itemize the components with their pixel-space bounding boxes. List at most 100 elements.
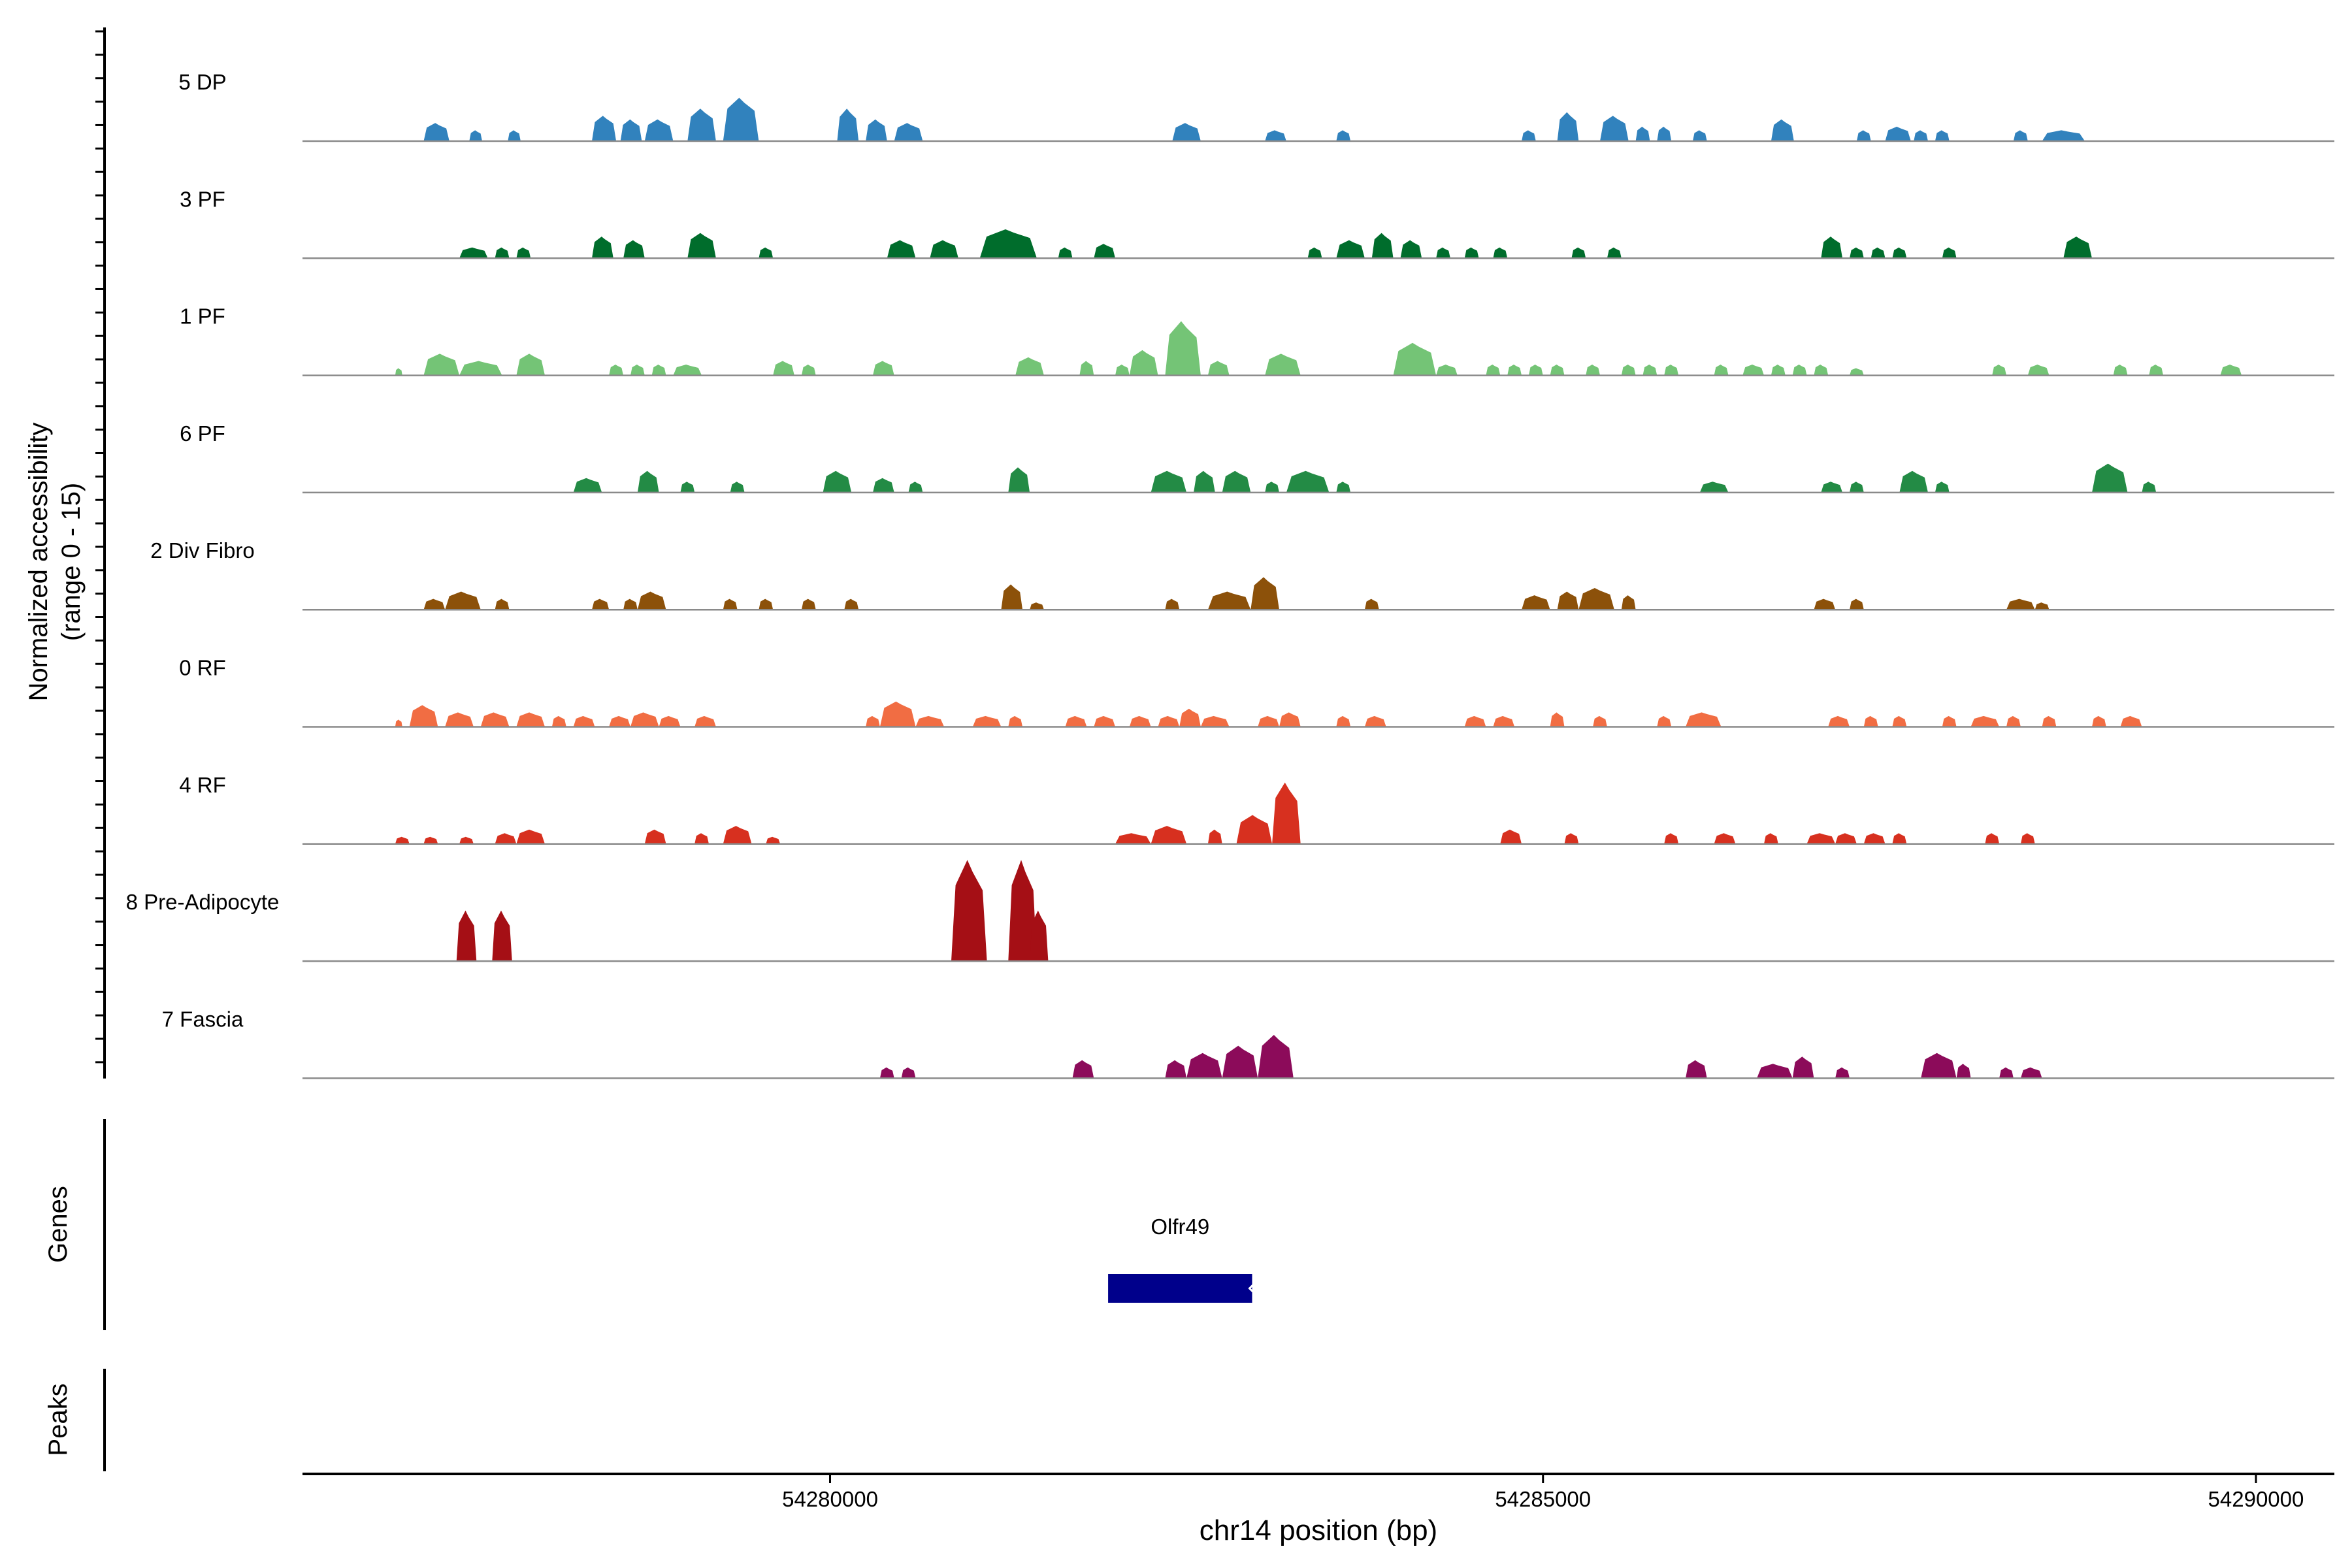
genes-panel: Olfr49 (1108, 1215, 1258, 1303)
coverage-peak (423, 598, 446, 610)
coverage-peak (459, 361, 502, 376)
coverage-peak (1935, 482, 1950, 493)
coverage-peak (2034, 602, 2050, 610)
coverage-peak (1258, 1035, 1294, 1079)
coverage-peak (873, 361, 894, 376)
coverage-peak (1371, 233, 1394, 259)
coverage-peak (1956, 1064, 1971, 1079)
coverage-peak (644, 829, 666, 844)
coverage-peak (2063, 237, 2092, 259)
coverage-peak (1828, 715, 1850, 727)
coverage-peak (1664, 833, 1679, 844)
coverage-peak (1850, 368, 1864, 376)
track-4: 6 PF (180, 421, 2334, 494)
x-tick-label: 54290000 (2208, 1487, 2304, 1511)
coverage-peak (630, 365, 645, 376)
track-9: 7 Fascia (162, 1007, 2334, 1079)
coverage-peak (630, 712, 659, 727)
coverage-peak (879, 1067, 894, 1079)
coverage-peak (1286, 470, 1330, 493)
coverage-peak (592, 116, 617, 141)
coverage-peak (1821, 482, 1843, 493)
coverage-peak (2113, 365, 2128, 376)
track-label: 3 PF (180, 187, 225, 211)
coverage-peak (1207, 829, 1222, 844)
track-8: 8 Pre-Adipocyte (126, 860, 2334, 962)
coverage-peak (1935, 130, 1950, 141)
track-1: 5 DP (178, 70, 2334, 142)
coverage-peak (1200, 715, 1230, 727)
coverage-peak (844, 598, 859, 610)
coverage-peak (1742, 365, 1764, 376)
peaks-panel-label: Peaks (44, 1383, 73, 1456)
coverage-peak (456, 910, 477, 962)
track-label: 4 RF (179, 773, 226, 797)
coverage-peak (1265, 482, 1279, 493)
coverage-peak (508, 130, 521, 141)
coverage-peak (492, 910, 512, 962)
track-label: 2 Div Fibro (150, 538, 255, 563)
coverage-peak (2042, 130, 2085, 141)
coverage-peak (1336, 482, 1351, 493)
coverage-peak (1336, 240, 1365, 259)
accessibility-y-axis (95, 27, 106, 1079)
coverage-peak (879, 701, 916, 727)
coverage-peak (1892, 833, 1907, 844)
coverage-peak (1607, 247, 1622, 259)
coverage-peak (979, 229, 1037, 259)
coverage-peak (1835, 1067, 1850, 1079)
coverage-peak (592, 598, 610, 610)
y-axis-label: Normalized accessibility (24, 423, 53, 702)
coverage-peak (551, 715, 566, 727)
coverage-peak (2220, 365, 2242, 376)
coverage-peak (1008, 860, 1037, 962)
coverage-peak (495, 247, 510, 259)
coverage-peak (423, 353, 460, 376)
coverage-peak (1522, 595, 1550, 610)
coverage-peak (951, 860, 987, 962)
coverage-peak (1065, 715, 1087, 727)
coverage-peak (1008, 715, 1023, 727)
coverage-peak (1856, 130, 1871, 141)
coverage-peak (651, 365, 666, 376)
coverage-peak (1030, 602, 1044, 610)
coverage-peak (1493, 715, 1515, 727)
coverage-peak (901, 1067, 916, 1079)
coverage-peak (1393, 342, 1437, 376)
coverage-peak (1151, 826, 1187, 844)
coverage-peak (637, 470, 659, 493)
coverage-peak (866, 715, 880, 727)
coverage-peak (1279, 712, 1301, 727)
coverage-peak (687, 108, 716, 141)
coverage-peak (1892, 715, 1907, 727)
coverage-peak (1806, 833, 1836, 844)
coverage-peak (1699, 482, 1729, 493)
coverage-peak (1686, 1060, 1707, 1079)
coverage-peak (516, 829, 545, 844)
coverage-peak (801, 365, 816, 376)
coverage-peak (1771, 119, 1794, 141)
coverage-peak (1992, 365, 2006, 376)
track-label: 7 Fascia (162, 1007, 244, 1031)
coverage-peak (1550, 365, 1565, 376)
coverage-peak (1307, 247, 1322, 259)
coverage-peak (1863, 833, 1886, 844)
coverage-peak (1001, 584, 1023, 610)
coverage-peak (2006, 715, 2021, 727)
coverage-peak (1586, 365, 1600, 376)
coverage-peak (445, 712, 474, 727)
gene-label: Olfr49 (1151, 1215, 1209, 1239)
coverage-peak (1015, 357, 1044, 376)
coverage-peak (1272, 782, 1301, 844)
coverage-peak (1835, 833, 1857, 844)
coverage-peak (2142, 482, 2157, 493)
coverage-peak (2020, 833, 2035, 844)
coverage-peak (1179, 708, 1201, 727)
coverage-peak (445, 591, 481, 610)
coverage-peak (915, 715, 945, 727)
coverage-peak (680, 482, 695, 493)
coverage-peak (773, 361, 794, 376)
coverage-peak (1336, 715, 1351, 727)
coverage-peak (1557, 591, 1579, 610)
